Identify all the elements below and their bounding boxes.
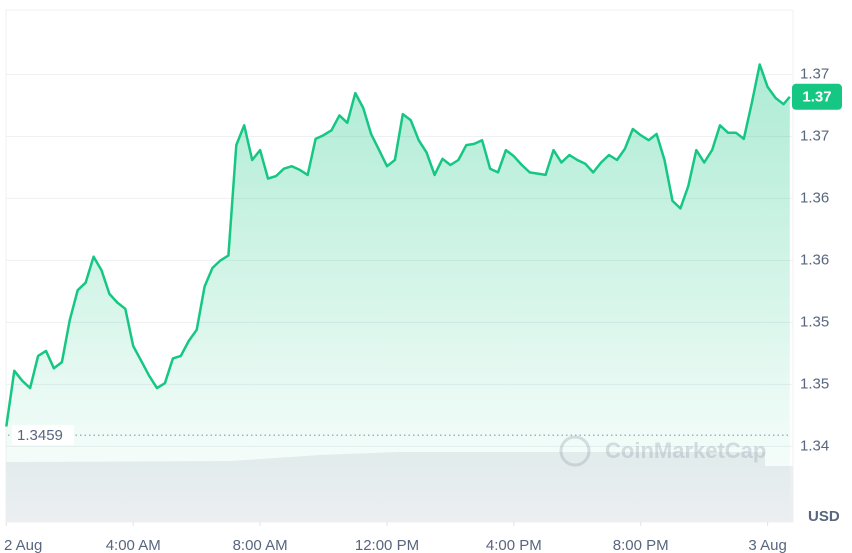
open-price-label: 1.3459 [17,427,63,444]
y-tick-label: 1.35 [800,375,829,392]
y-tick-label: 1.37 [800,65,829,82]
x-tick-label: 8:00 AM [233,537,288,553]
x-tick-label: 4:00 PM [486,537,542,553]
price-line [5,63,791,427]
x-tick-label: 4:00 AM [106,537,161,553]
current-price-label: 1.37 [802,89,831,106]
area [6,64,790,522]
x-tick-label: 3 Aug [748,537,786,553]
watermark-logo [559,435,591,467]
currency-label: USD [808,508,840,525]
y-tick-label: 1.36 [800,189,829,206]
y-tick-label: 1.35 [800,313,829,330]
current-price-tag [792,83,842,110]
x-tick-label: 2 Aug [4,537,42,553]
y-tick-label: 1.37 [800,127,829,144]
x-tick-label: 12:00 PM [355,537,419,553]
y-tick-label: 1.34 [800,437,829,454]
x-tick-label: 8:00 PM [613,537,669,553]
watermark-text: CoinMarketCap [605,438,766,463]
open-price-label-bg [12,425,74,446]
watermark: CoinMarketCap [559,435,766,467]
y-tick-label: 1.36 [800,251,829,268]
plot [5,63,791,522]
